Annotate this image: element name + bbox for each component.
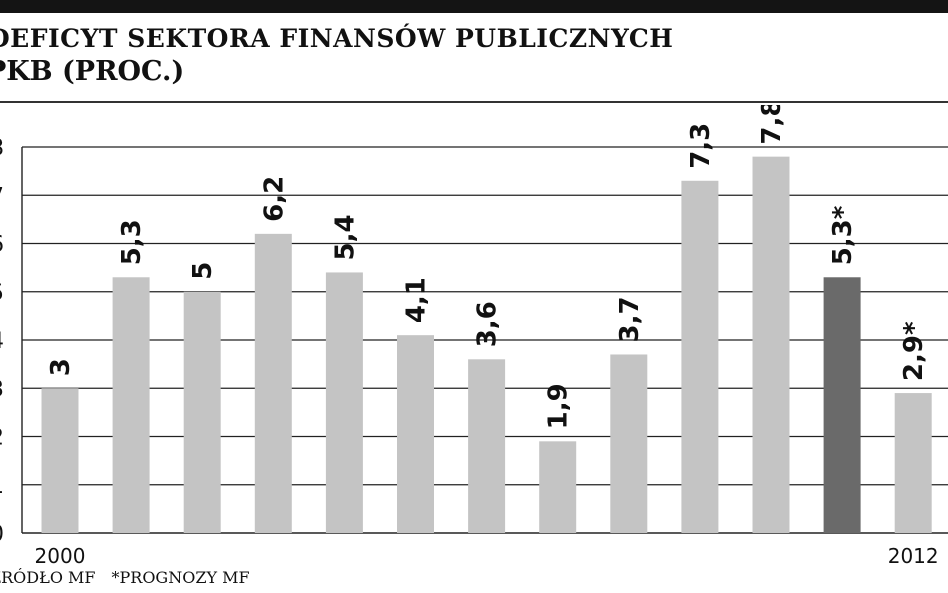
y-tick-label: 0: [0, 522, 4, 547]
bar-value-label: 5,3: [117, 219, 147, 265]
y-tick-label: 5: [0, 281, 4, 306]
chart-subtitle: PKB (PROC.): [0, 56, 185, 87]
y-tick-label: 4: [0, 329, 4, 354]
y-tick-label: 3: [0, 377, 4, 402]
chart-title: DEFICYT SEKTORA FINANSÓW PUBLICZNYCH: [0, 24, 674, 53]
bar: [681, 180, 719, 533]
bar: [254, 233, 292, 533]
bar-value-label: 4,1: [402, 277, 432, 323]
bar-value-label: 7,8: [757, 105, 787, 145]
bar: [325, 272, 363, 533]
bar: [539, 441, 577, 533]
bar-value-label: 3: [46, 358, 76, 376]
y-tick-label: 8: [0, 136, 4, 161]
forecast-note: *PROGNOZY MF: [111, 568, 250, 587]
bar-value-label: 2,9*: [899, 321, 929, 381]
top-black-bar: [0, 0, 948, 13]
bar: [183, 291, 221, 533]
y-tick-label: 1: [0, 474, 4, 499]
x-tick-label: 2012: [888, 544, 939, 568]
bar: [752, 156, 790, 533]
bar: [823, 277, 861, 533]
y-tick-label: 2: [0, 426, 4, 451]
bar-value-label: 7,3: [686, 123, 716, 169]
x-tick-label: 2000: [35, 544, 86, 568]
bar-value-label: 5,3*: [828, 205, 858, 265]
bar: [112, 277, 150, 533]
chart-footer: ŹRÓDŁO MF *PROGNOZY MF: [0, 568, 250, 587]
source-note: ŹRÓDŁO MF: [0, 568, 96, 587]
y-tick-label: 6: [0, 233, 4, 258]
bar: [610, 354, 648, 533]
bar: [397, 335, 434, 533]
bar-value-label: 6,2: [259, 176, 289, 222]
bar: [41, 388, 79, 533]
bar-value-label: 1,9: [544, 383, 574, 429]
bar-value-label: 5,4: [330, 214, 360, 260]
bar-value-label: 3,7: [615, 296, 645, 342]
header-divider: [0, 101, 948, 103]
bar-chart: 0 1 2 3 4 5 6 7 8 3 5,3 5 6,2 5,4 4,1 3,6 1,9 3,7 7,3 7,8 5,…: [0, 105, 948, 568]
bar-value-label: 5: [188, 262, 218, 280]
y-tick-label: 7: [0, 184, 4, 209]
bar: [894, 393, 932, 533]
bar-value-label: 3,6: [473, 301, 503, 347]
bar: [468, 359, 506, 533]
